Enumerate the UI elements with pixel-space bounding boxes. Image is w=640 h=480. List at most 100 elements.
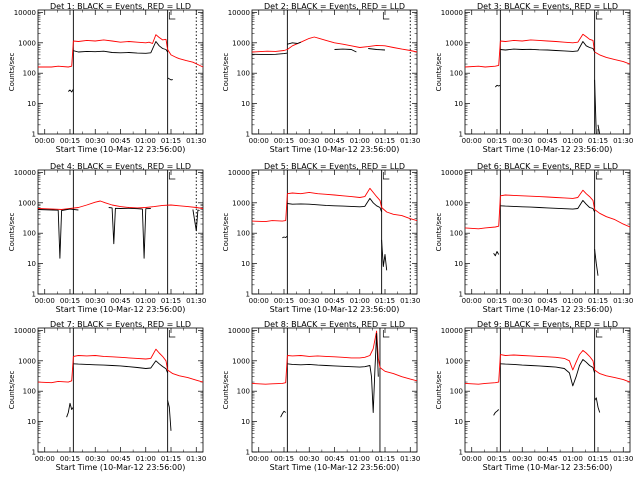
x-tick-label: 01:15 (588, 297, 608, 305)
y-tick-label: 10 (27, 418, 36, 426)
x-tick-label: 00:45 (537, 455, 557, 463)
detector-panel-6: 1 10 100 1000 10000 00:00 00:15 00:30 00:45 01:00… (435, 162, 633, 314)
events-series-line (108, 207, 151, 259)
x-axis: 00:00 00:15 00:30 00:45 01:00 01:15 01:30 (35, 10, 206, 145)
y-tick-label: 10000 (14, 327, 36, 335)
panel-title: Det 4: BLACK = Events, RED = LLD (50, 162, 191, 171)
plot-frame (464, 169, 631, 295)
bracket-mark (595, 330, 603, 338)
y-axis: 1 10 100 1000 10000 (14, 9, 203, 139)
x-tick-label: 00:30 (299, 297, 319, 305)
x-tick-label: 01:00 (350, 455, 370, 463)
y-axis: 1 10 100 1000 10000 (228, 169, 417, 299)
y-axis-label: Counts/sec (8, 371, 16, 410)
events-series-line (500, 199, 596, 213)
x-tick-label: 00:45 (537, 297, 557, 305)
x-tick-label: 01:30 (186, 455, 206, 463)
events-series-line (594, 79, 597, 134)
x-axis-label: Start Time (10-Mar-12 23:56:00) (56, 463, 186, 472)
events-series-line (494, 84, 501, 88)
y-tick-label: 10 (27, 260, 36, 268)
lld-series-line (252, 330, 417, 385)
x-tick-label: 00:30 (299, 455, 319, 463)
y-tick-label: 1000 (445, 199, 463, 207)
x-axis: 00:00 00:15 00:30 00:45 01:00 01:15 01:30 (462, 328, 633, 463)
y-axis-label: Counts/sec (8, 213, 16, 252)
x-tick-label: 00:00 (249, 137, 269, 145)
y-tick-label: 100 (237, 70, 250, 78)
series-group (465, 349, 630, 416)
x-tick-label: 00:00 (249, 297, 269, 305)
events-series-line (287, 332, 379, 413)
events-series-line (500, 359, 596, 387)
plot-frame (251, 9, 418, 135)
y-tick-label: 1 (246, 131, 250, 139)
y-tick-label: 100 (450, 230, 463, 238)
y-tick-label: 100 (237, 230, 250, 238)
y-tick-label: 1000 (445, 357, 463, 365)
panel-title: Det 5: BLACK = Events, RED = LLD (264, 162, 405, 171)
bracket-mark (168, 12, 176, 20)
panel-title: Det 6: BLACK = Events, RED = LLD (477, 162, 618, 171)
y-tick-label: 10000 (441, 327, 463, 335)
x-axis: 00:00 00:15 00:30 00:45 01:00 01:15 01:30 (35, 328, 206, 463)
x-tick-label: 00:30 (299, 137, 319, 145)
bracket-mark (595, 172, 603, 180)
x-axis-label: Start Time (10-Mar-12 23:56:00) (483, 463, 613, 472)
x-tick-label: 00:15 (274, 455, 294, 463)
events-series-line (381, 239, 388, 271)
events-series-line (66, 402, 74, 418)
events-series-line (167, 400, 172, 431)
x-tick-label: 01:00 (563, 297, 583, 305)
plot-frame (37, 169, 204, 295)
x-tick-label: 01:30 (400, 137, 420, 145)
y-axis: 1 10 100 1000 10000 (441, 169, 630, 299)
y-tick-label: 10 (454, 260, 463, 268)
x-tick-label: 01:30 (400, 297, 420, 305)
x-tick-label: 00:15 (60, 297, 80, 305)
x-tick-label: 00:15 (60, 137, 80, 145)
x-tick-label: 00:15 (487, 137, 507, 145)
panel-title: Det 9: BLACK = Events, RED = LLD (477, 320, 618, 329)
x-tick-label: 01:00 (136, 297, 156, 305)
x-tick-label: 01:15 (588, 137, 608, 145)
x-tick-label: 00:30 (85, 137, 105, 145)
x-tick-label: 01:00 (136, 137, 156, 145)
lld-series-line (252, 187, 417, 223)
events-series-line (594, 397, 601, 413)
events-series-line (167, 77, 173, 81)
plot-frame (37, 9, 204, 135)
x-axis-label: Start Time (10-Mar-12 23:56:00) (270, 463, 400, 472)
x-tick-label: 01:15 (588, 455, 608, 463)
y-tick-label: 10000 (441, 169, 463, 177)
detector-panel-5: 1 10 100 1000 10000 00:00 00:15 00:30 00:45 01:00… (222, 162, 420, 314)
x-tick-label: 01:00 (350, 297, 370, 305)
detector-panel-4: 1 10 100 1000 10000 00:00 00:15 00:30 00:45 01:00… (8, 162, 206, 314)
panel-title: Det 7: BLACK = Events, RED = LLD (50, 320, 191, 329)
y-axis-label: Counts/sec (222, 53, 230, 92)
series-group (38, 34, 203, 93)
x-tick-label: 00:00 (35, 297, 55, 305)
y-tick-label: 1 (246, 449, 250, 457)
lld-series-line (38, 200, 203, 210)
x-tick-label: 00:45 (537, 137, 557, 145)
y-tick-label: 1 (32, 449, 36, 457)
detector-panel-8: 1 10 100 1000 10000 00:00 00:15 00:30 00:45 01:00… (222, 320, 420, 472)
x-axis: 00:00 00:15 00:30 00:45 01:00 01:15 01:30 (462, 10, 633, 145)
series-group (38, 348, 203, 431)
x-tick-label: 00:45 (324, 455, 344, 463)
x-tick-label: 00:30 (85, 455, 105, 463)
y-axis: 1 10 100 1000 10000 (14, 169, 203, 299)
panel-title: Det 2: BLACK = Events, RED = LLD (264, 2, 405, 11)
y-axis-label: Counts/sec (8, 53, 16, 92)
x-tick-label: 00:00 (462, 137, 482, 145)
y-tick-label: 10000 (228, 9, 250, 17)
y-tick-label: 1000 (232, 199, 250, 207)
events-series-line (368, 48, 386, 51)
x-axis: 00:00 00:15 00:30 00:45 01:00 01:15 01:30 (35, 170, 206, 305)
x-axis-label: Start Time (10-Mar-12 23:56:00) (483, 305, 613, 314)
x-tick-label: 01:30 (186, 137, 206, 145)
detector-panel-2: 1 10 100 1000 10000 00:00 00:15 00:30 00:45 01:00… (222, 2, 420, 154)
lld-series-line (252, 36, 417, 53)
